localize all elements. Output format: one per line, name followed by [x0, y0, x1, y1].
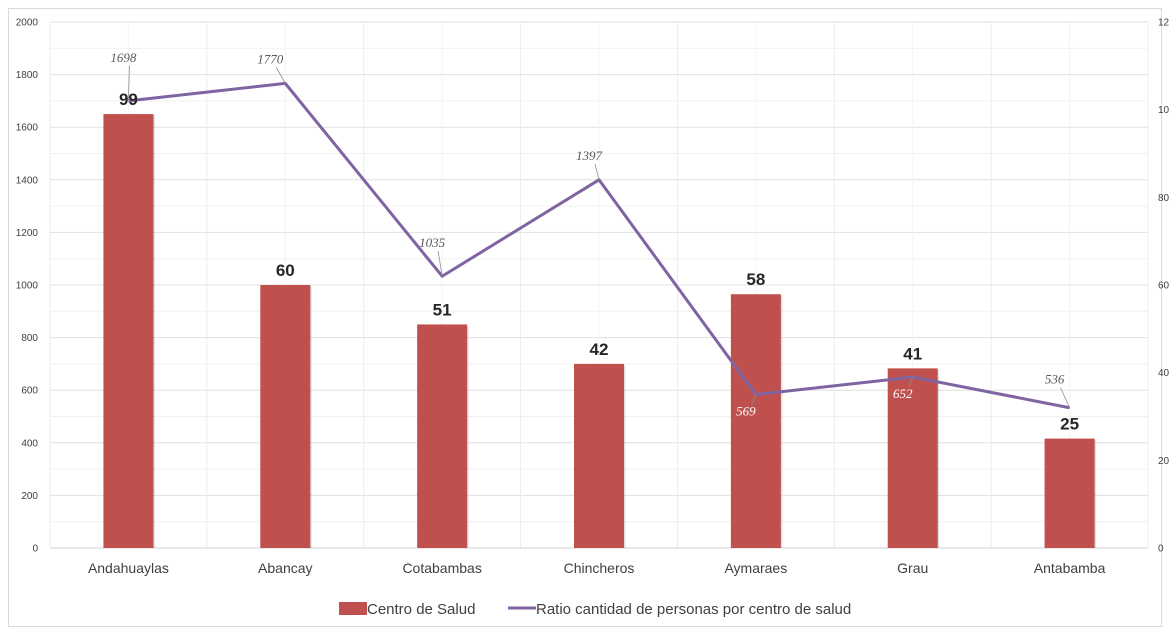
line-data-label: 1698: [110, 50, 137, 65]
x-category-label: Antabamba: [1034, 560, 1106, 576]
bar-data-label: 51: [433, 300, 452, 319]
y-left-tick-label: 1000: [16, 281, 39, 292]
bar-andahuaylas: [103, 114, 154, 549]
line-label-leader: [128, 65, 130, 101]
y-right-tick-label: 80: [1158, 193, 1170, 204]
legend: Centro de Salud Ratio cantidad de persona…: [339, 601, 851, 618]
bar-chincheros: [574, 363, 624, 548]
bar-antabamba: [1044, 438, 1095, 548]
line-label-leader: [1060, 387, 1070, 408]
legend-label-centro-de-salud: Centro de Salud: [367, 601, 475, 618]
bar-grau: [887, 368, 938, 548]
y-right-tick-label: 40: [1158, 368, 1170, 379]
line-data-label: 1770: [257, 51, 284, 66]
y-left-tick-label: 1800: [16, 70, 39, 81]
y-left-tick-label: 0: [32, 544, 38, 555]
bar-data-label: 42: [590, 340, 609, 359]
line-label-leader: [275, 67, 286, 84]
y-left-tick-label: 2000: [16, 18, 39, 29]
line-data-label: 536: [1045, 372, 1065, 387]
legend-swatch-centro-de-salud: [339, 602, 367, 615]
y-left-tick-label: 600: [21, 386, 38, 397]
bar-data-label: 25: [1060, 415, 1079, 434]
y-right-tick-label: 10: [1158, 105, 1170, 116]
bar-data-label: 58: [746, 270, 765, 289]
line-label-leader: [437, 251, 443, 277]
x-category-label: Aymaraes: [724, 560, 787, 576]
bar-data-label: 60: [276, 261, 295, 280]
bar-series: [103, 114, 1097, 549]
bar-aymaraes: [730, 294, 781, 548]
y-left-tick-label: 800: [21, 333, 38, 344]
bar-cotabambas: [417, 324, 468, 548]
line-data-label: 1397: [576, 148, 603, 163]
line-label-leader: [594, 163, 600, 180]
bar-abancay: [260, 285, 311, 548]
line-data-label: 1035: [419, 235, 446, 250]
y-right-tick-label: 20: [1158, 456, 1170, 467]
line-label-leader: [908, 376, 914, 388]
y-left-tick-label: 1200: [16, 228, 39, 239]
legend-label-ratio: Ratio cantidad de personas por centro de…: [536, 601, 851, 618]
line-label-leader: [751, 394, 757, 405]
x-category-label: Grau: [897, 560, 928, 576]
x-category-label: Cotabambas: [402, 560, 481, 576]
bar-data-label: 41: [903, 344, 922, 363]
gridlines: [49, 21, 1149, 549]
y-left-tick-label: 1400: [16, 175, 39, 186]
y-right-tick-label: 12: [1158, 18, 1170, 29]
y-left-tick-label: 400: [21, 438, 38, 449]
y-right-tick-label: 0: [1158, 544, 1164, 555]
y-left-tick-label: 200: [21, 491, 38, 502]
y-right-tick-label: 60: [1158, 281, 1170, 292]
line-data-label: 652: [893, 386, 913, 401]
x-category-label: Chincheros: [564, 560, 635, 576]
line-data-label: 569: [736, 404, 756, 419]
x-category-label: Abancay: [258, 560, 312, 576]
x-category-label: Andahuaylas: [88, 560, 169, 576]
y-left-tick-label: 1600: [16, 123, 39, 134]
